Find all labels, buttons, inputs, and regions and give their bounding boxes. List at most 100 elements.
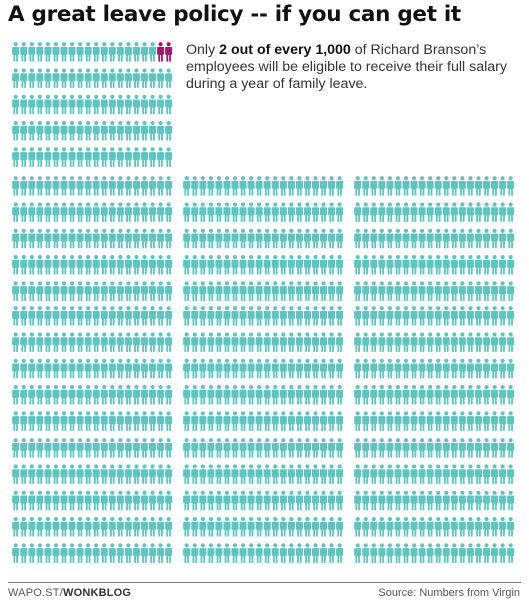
person-icon bbox=[328, 358, 336, 379]
person-icon bbox=[60, 332, 68, 352]
person-icon bbox=[328, 384, 336, 405]
person-icon bbox=[311, 464, 320, 484]
person-icon bbox=[60, 176, 68, 196]
person-icon bbox=[287, 384, 295, 405]
person-icon bbox=[247, 464, 255, 484]
person-icon bbox=[108, 464, 116, 484]
person-icon bbox=[68, 176, 76, 196]
person-icon bbox=[410, 516, 418, 537]
person-icon bbox=[157, 516, 165, 537]
person-icon bbox=[20, 94, 28, 115]
person-icon bbox=[100, 120, 108, 141]
person-icon bbox=[124, 228, 132, 249]
person-icon bbox=[132, 332, 140, 352]
person-icon bbox=[84, 516, 92, 537]
person-icon bbox=[28, 438, 36, 458]
person-icon bbox=[165, 306, 173, 326]
person-icon bbox=[320, 202, 328, 222]
person-icon bbox=[52, 147, 60, 167]
person-icon bbox=[92, 490, 100, 511]
person-icon bbox=[191, 202, 199, 222]
person-icon bbox=[426, 176, 434, 196]
person-icon bbox=[466, 202, 474, 222]
person-icon bbox=[491, 490, 499, 511]
person-icon bbox=[474, 464, 482, 484]
person-icon bbox=[239, 384, 247, 405]
person-icon bbox=[52, 358, 60, 379]
person-icon bbox=[378, 228, 386, 249]
person-icon bbox=[482, 176, 491, 196]
person-icon bbox=[20, 202, 28, 222]
person-icon bbox=[458, 384, 466, 405]
person-icon bbox=[165, 332, 173, 352]
person-icon bbox=[60, 411, 68, 431]
person-icon bbox=[165, 438, 173, 458]
person-icon bbox=[402, 464, 410, 484]
person-icon bbox=[157, 147, 165, 167]
person-icon bbox=[362, 176, 370, 196]
person-icon bbox=[100, 358, 108, 379]
person-icon bbox=[108, 490, 116, 511]
person-icon bbox=[442, 516, 450, 537]
person-icon bbox=[418, 281, 426, 301]
person-icon bbox=[287, 516, 295, 537]
person-icon bbox=[426, 306, 434, 326]
person-icon bbox=[84, 438, 92, 458]
person-icon bbox=[183, 202, 191, 222]
person-icon bbox=[68, 543, 76, 563]
person-icon bbox=[336, 306, 344, 326]
person-icon bbox=[311, 254, 320, 275]
person-icon bbox=[311, 358, 320, 379]
person-icon bbox=[191, 411, 199, 431]
person-icon bbox=[132, 438, 140, 458]
person-icon bbox=[362, 384, 370, 405]
person-icon bbox=[263, 228, 271, 249]
person-icon bbox=[287, 202, 295, 222]
person-icon bbox=[84, 68, 92, 88]
person-icon bbox=[36, 332, 44, 352]
person-icon bbox=[507, 464, 515, 484]
person-icon bbox=[149, 228, 157, 249]
person-icon bbox=[215, 254, 223, 275]
person-icon bbox=[108, 281, 116, 301]
person-icon bbox=[84, 411, 92, 431]
person-icon bbox=[394, 384, 402, 405]
person-icon bbox=[362, 438, 370, 458]
person-icon bbox=[328, 516, 336, 537]
person-icon bbox=[402, 543, 410, 563]
person-icon bbox=[52, 94, 60, 115]
person-icon bbox=[165, 543, 173, 563]
person-icon bbox=[458, 332, 466, 352]
person-icon bbox=[149, 254, 157, 275]
person-icon bbox=[328, 306, 336, 326]
person-icon bbox=[320, 306, 328, 326]
person-icon bbox=[100, 411, 108, 431]
person-icon bbox=[149, 464, 157, 484]
person-icon bbox=[76, 411, 84, 431]
person-icon bbox=[474, 332, 482, 352]
person-icon bbox=[191, 254, 199, 275]
person-icon bbox=[328, 490, 336, 511]
person-icon bbox=[386, 543, 394, 563]
person-icon bbox=[20, 120, 28, 141]
person-icon bbox=[92, 543, 100, 563]
person-icon bbox=[303, 516, 311, 537]
person-icon bbox=[336, 516, 344, 537]
person-icon bbox=[231, 281, 239, 301]
person-icon bbox=[336, 490, 344, 511]
person-icon bbox=[354, 254, 362, 275]
person-icon bbox=[140, 281, 149, 301]
person-icon bbox=[76, 281, 84, 301]
person-icon bbox=[295, 228, 303, 249]
person-icon bbox=[263, 176, 271, 196]
person-icon bbox=[140, 42, 149, 62]
person-icon bbox=[76, 42, 84, 62]
person-icon bbox=[223, 384, 231, 405]
person-icon bbox=[36, 490, 44, 511]
person-icon bbox=[223, 516, 231, 537]
person-icon bbox=[482, 438, 491, 458]
person-icon bbox=[336, 332, 344, 352]
person-icon bbox=[287, 490, 295, 511]
person-icon bbox=[52, 411, 60, 431]
person-icon bbox=[328, 464, 336, 484]
